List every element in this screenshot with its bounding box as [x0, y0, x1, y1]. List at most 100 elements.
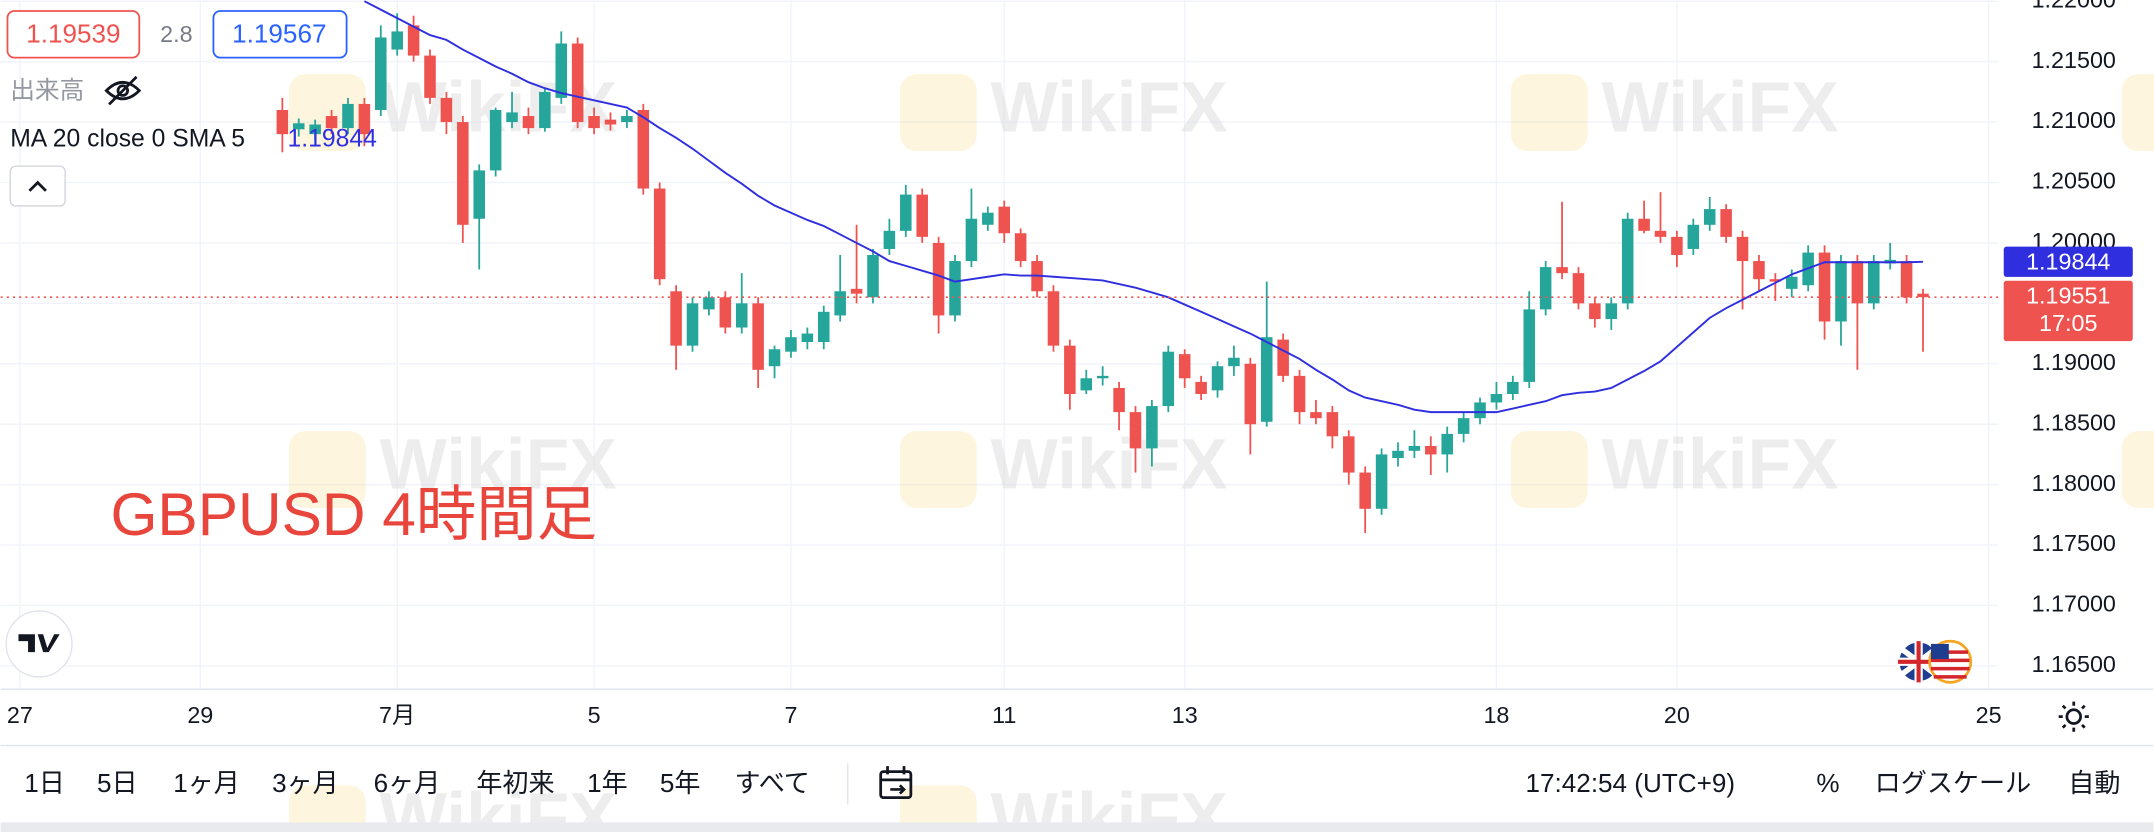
tv-logo[interactable]	[5, 610, 73, 678]
candle-body	[785, 337, 797, 352]
candle-body	[1326, 412, 1339, 437]
range-button[interactable]: 年初来	[476, 768, 554, 798]
range-button[interactable]: 5年	[660, 768, 701, 798]
range-button[interactable]: 1日	[24, 768, 65, 798]
collapse-button[interactable]	[9, 165, 66, 207]
candle-body	[1621, 218, 1634, 304]
candle-body	[1703, 209, 1716, 225]
candle-body	[883, 230, 896, 249]
last-price-label: 1.19551	[2026, 282, 2110, 308]
candle-body	[1556, 267, 1568, 274]
ma-price-label: 1.19844	[2026, 248, 2110, 274]
axes: 1.220001.215001.210001.205001.200001.195…	[7, 0, 2133, 728]
candle-body	[1293, 375, 1306, 413]
range-button[interactable]: すべて	[735, 768, 810, 798]
candle-body	[342, 103, 354, 129]
candle-body	[1851, 261, 1864, 304]
candle-body	[621, 116, 633, 123]
range-button[interactable]: 3ヶ月	[272, 768, 339, 798]
candle-body	[292, 123, 305, 130]
watermark-text: WikiFX	[991, 424, 1228, 504]
last-price-box	[2003, 280, 2133, 342]
candle-body	[1835, 261, 1847, 322]
candle-body	[817, 311, 830, 343]
plot	[0, 0, 1999, 533]
y-tick-label: 1.18500	[2032, 409, 2116, 435]
candle-body	[637, 109, 650, 189]
watermark-logo	[899, 785, 977, 832]
eye-hidden-icon[interactable]	[104, 75, 142, 106]
candle-body	[916, 194, 928, 237]
candle-body	[1425, 445, 1437, 455]
candle-body	[1244, 363, 1257, 425]
x-tick-label: 7	[784, 702, 797, 728]
log-scale-button[interactable]: ログスケール	[1875, 768, 2031, 798]
x-tick-label: 27	[7, 702, 33, 728]
y-tick-label: 1.21000	[2032, 107, 2116, 133]
candle-body	[867, 255, 879, 298]
candle-body	[1277, 339, 1289, 376]
candle-body	[440, 97, 453, 123]
candle-body	[1392, 450, 1404, 459]
candle-body	[735, 303, 748, 328]
toolbar: 1日 5日 1ヶ月 3ヶ月 6ヶ月 年初来 1年 5年 すべて	[24, 768, 810, 798]
candle-body	[1310, 412, 1322, 419]
candle-body	[588, 116, 600, 129]
range-button[interactable]: 1年	[587, 768, 628, 798]
chart-annotation: GBPUSD 4時間足	[110, 480, 597, 548]
y-tick-label: 1.19000	[2032, 349, 2116, 375]
candle-body	[473, 170, 485, 219]
candle-body	[1343, 436, 1355, 473]
x-tick-label: 13	[1172, 702, 1198, 728]
candle-body	[1769, 279, 1782, 282]
y-tick-label: 1.20500	[2032, 168, 2116, 194]
settings-button[interactable]	[2058, 701, 2089, 732]
candle-body	[949, 261, 961, 316]
candle-body	[1014, 233, 1027, 262]
auto-scale-button[interactable]: 自動	[2068, 768, 2120, 798]
percent-button[interactable]: %	[1816, 768, 1839, 798]
candle-body	[1507, 381, 1519, 394]
range-button[interactable]: 5日	[97, 768, 138, 798]
y-tick-label: 1.16500	[2032, 651, 2116, 677]
watermark-text: WikiFX	[991, 67, 1228, 147]
candle-body	[604, 119, 617, 125]
candle-body	[1490, 393, 1503, 403]
candle-body	[489, 109, 502, 171]
candle-body	[1457, 418, 1470, 434]
candle-body	[1260, 337, 1273, 422]
candle-body	[539, 91, 551, 129]
ma-line	[363, 0, 1924, 414]
candle-body	[571, 43, 584, 123]
candle-body	[1523, 309, 1536, 382]
candle-body	[457, 122, 469, 225]
candle-body	[703, 297, 715, 310]
candle-body	[1753, 261, 1765, 280]
volume-label: 出来高	[10, 77, 84, 105]
candle-body	[752, 303, 764, 370]
candle-body	[1228, 357, 1240, 367]
x-tick-label: 7月	[379, 702, 415, 728]
candle-body	[932, 242, 945, 316]
candle-body	[998, 206, 1011, 234]
range-button[interactable]: 1ヶ月	[173, 768, 240, 798]
candle-body	[1736, 236, 1749, 262]
candle-body	[1687, 224, 1700, 249]
candle-body	[1605, 303, 1618, 320]
range-button[interactable]: 6ヶ月	[374, 768, 441, 798]
candle-body	[1572, 273, 1585, 304]
candle-body	[1818, 252, 1831, 322]
clock[interactable]: 17:42:54 (UTC+9)	[1526, 768, 1735, 798]
y-tick-label: 1.18000	[2032, 470, 2116, 496]
candle-body	[407, 25, 420, 56]
candle-body	[424, 55, 436, 98]
watermark-logo	[288, 785, 366, 832]
indicator-label: MA 20 close 0 SMA 5	[10, 126, 245, 153]
candle-body	[653, 188, 666, 280]
bid: 1.19539	[26, 19, 120, 49]
candle-body	[1589, 303, 1601, 320]
goto-date-button[interactable]	[879, 766, 913, 800]
watermark-logo	[899, 431, 977, 508]
